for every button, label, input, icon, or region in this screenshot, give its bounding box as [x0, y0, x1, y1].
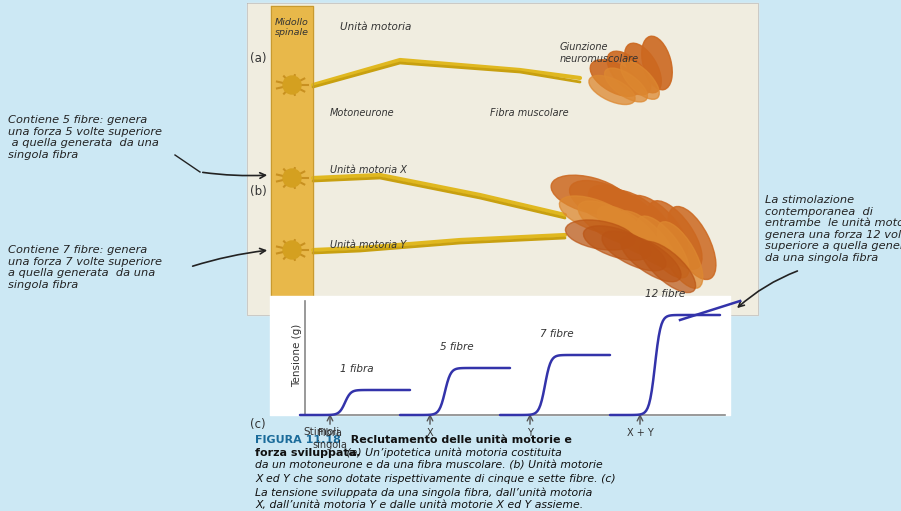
Ellipse shape: [648, 201, 702, 269]
Text: Unità motoria Y: Unità motoria Y: [330, 240, 406, 250]
Text: X, dall’unità motoria Y e dalle unità motorie X ed Y assieme.: X, dall’unità motoria Y e dalle unità mo…: [255, 500, 583, 510]
Ellipse shape: [589, 76, 635, 105]
Text: La tensione sviluppata da una singola fibra, dall’unità motoria: La tensione sviluppata da una singola fi…: [255, 487, 592, 498]
Text: Giunzione
neuromuscolare: Giunzione neuromuscolare: [560, 42, 639, 63]
Text: 1 fibra: 1 fibra: [340, 364, 374, 374]
Ellipse shape: [637, 216, 689, 278]
Ellipse shape: [566, 220, 634, 250]
Ellipse shape: [602, 231, 666, 271]
Ellipse shape: [584, 226, 651, 260]
Text: Tensione (g): Tensione (g): [292, 324, 302, 387]
Text: X ed Y che sono dotate rispettivamente di cinque e sette fibre. (c): X ed Y che sono dotate rispettivamente d…: [255, 474, 615, 484]
Circle shape: [283, 76, 301, 94]
Text: Y: Y: [527, 428, 532, 438]
Text: (a): (a): [250, 52, 267, 65]
Ellipse shape: [597, 206, 660, 256]
Text: Midollo
spinale: Midollo spinale: [275, 18, 309, 37]
Text: (a) Un’ipotetica unità motoria costituita: (a) Un’ipotetica unità motoria costituit…: [343, 448, 561, 458]
Ellipse shape: [608, 191, 674, 248]
Ellipse shape: [642, 36, 672, 90]
Text: X: X: [427, 428, 433, 438]
Ellipse shape: [590, 60, 640, 97]
Text: 5 fibre: 5 fibre: [440, 342, 474, 352]
Ellipse shape: [641, 241, 696, 293]
Text: Stimoli: Stimoli: [303, 427, 340, 437]
Ellipse shape: [621, 61, 660, 99]
Ellipse shape: [628, 195, 688, 259]
Text: Contiene 5 fibre: genera
una forza 5 volte superiore
 a quella generata  da una
: Contiene 5 fibre: genera una forza 5 vol…: [8, 115, 162, 160]
Text: (c): (c): [250, 418, 266, 431]
Text: Motoneurone: Motoneurone: [330, 108, 395, 118]
Ellipse shape: [617, 211, 675, 267]
Ellipse shape: [605, 68, 648, 102]
Text: Fibra muscolare: Fibra muscolare: [490, 108, 569, 118]
Text: Unità motoria X: Unità motoria X: [330, 165, 407, 175]
Ellipse shape: [668, 206, 716, 280]
Circle shape: [283, 241, 301, 259]
Ellipse shape: [621, 236, 681, 282]
Ellipse shape: [578, 201, 646, 245]
Circle shape: [283, 169, 301, 187]
Text: 7 fibre: 7 fibre: [540, 329, 574, 339]
Ellipse shape: [588, 185, 660, 237]
Text: Reclutamento delle unità motorie e: Reclutamento delle unità motorie e: [343, 435, 572, 445]
Ellipse shape: [607, 51, 651, 95]
Text: X + Y: X + Y: [626, 428, 653, 438]
Text: La stimolazione
contemporanea  di
entrambe  le unità motorie
genera una forza 12: La stimolazione contemporanea di entramb…: [765, 195, 901, 263]
Ellipse shape: [560, 196, 631, 234]
Text: Fibra
singola: Fibra singola: [313, 428, 348, 450]
Ellipse shape: [624, 43, 661, 93]
Text: da un motoneurone e da una fibra muscolare. (b) Unità motorie: da un motoneurone e da una fibra muscola…: [255, 461, 603, 471]
Text: FIGURA 11.18: FIGURA 11.18: [255, 435, 341, 445]
Ellipse shape: [551, 175, 629, 215]
Ellipse shape: [657, 222, 703, 288]
Text: forza sviluppata.: forza sviluppata.: [255, 448, 360, 458]
Ellipse shape: [569, 180, 644, 225]
Text: 12 fibre: 12 fibre: [645, 289, 686, 299]
Text: Unità motoria: Unità motoria: [340, 22, 412, 32]
Text: (b): (b): [250, 185, 267, 198]
Text: Contiene 7 fibre: genera
una forza 7 volte superiore
a quella generata  da una
s: Contiene 7 fibre: genera una forza 7 vol…: [8, 245, 162, 290]
